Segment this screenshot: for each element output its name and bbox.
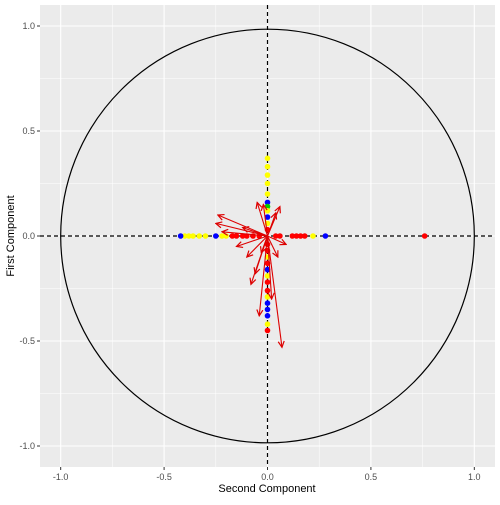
loading-arrow	[266, 213, 276, 237]
loading-arrow	[222, 232, 268, 237]
y-tick-label: -0.5	[19, 336, 35, 346]
data-point	[177, 233, 184, 239]
data-point	[264, 300, 271, 307]
arrows-layer	[216, 202, 286, 347]
data-point	[421, 233, 428, 239]
data-point	[293, 233, 300, 239]
data-point	[190, 233, 196, 239]
data-point	[181, 233, 188, 239]
loading-arrow	[263, 205, 269, 237]
data-point	[264, 172, 271, 178]
loading-arrow	[247, 235, 268, 257]
data-point	[322, 233, 329, 239]
data-point	[289, 233, 296, 239]
data-point	[196, 233, 203, 239]
x-tick-label: -0.5	[156, 472, 172, 482]
loading-arrow	[266, 235, 282, 347]
x-tick-label: -1.0	[53, 472, 69, 482]
data-point	[264, 294, 271, 300]
data-point	[264, 208, 271, 214]
data-point	[186, 233, 192, 239]
data-point	[229, 233, 236, 239]
y-axis-ticks: -1.0 -0.5 0.0 0.5 1.0	[19, 21, 40, 451]
loading-arrow	[257, 202, 269, 237]
data-point	[277, 233, 283, 239]
y-tick-label: -1.0	[19, 441, 35, 451]
data-point	[264, 313, 271, 319]
data-point	[202, 233, 209, 239]
data-point	[264, 279, 271, 286]
data-point	[264, 180, 271, 187]
x-tick-label: 0.5	[365, 472, 378, 482]
data-point	[219, 233, 225, 239]
loading-arrow	[267, 235, 278, 257]
data-point	[264, 321, 271, 328]
data-point	[264, 266, 271, 273]
y-tick-label: 0.0	[22, 231, 35, 241]
data-point	[310, 233, 316, 239]
data-point	[264, 163, 271, 170]
loading-arrow	[236, 235, 268, 247]
loading-arrow	[267, 235, 287, 244]
data-point	[264, 191, 271, 197]
x-axis-ticks: -1.0 -0.5 0.0 0.5 1.0	[53, 467, 481, 482]
x-tick-label: 1.0	[468, 472, 481, 482]
data-point	[264, 327, 271, 334]
data-point	[264, 155, 271, 162]
x-tick-label: 0.0	[261, 472, 274, 482]
y-tick-label: 0.5	[22, 126, 35, 136]
data-point	[239, 233, 246, 239]
y-tick-label: 1.0	[22, 21, 35, 31]
data-point	[297, 233, 304, 239]
data-point	[301, 233, 308, 239]
x-axis-label: Second Component	[218, 483, 315, 495]
data-point	[264, 287, 271, 294]
data-point	[264, 214, 271, 220]
data-point	[264, 306, 271, 313]
data-point	[272, 233, 279, 239]
loading-arrow	[261, 235, 269, 253]
data-point	[264, 273, 271, 279]
loading-arrow	[266, 235, 272, 299]
y-axis-label: First Component	[5, 195, 17, 276]
data-point	[212, 233, 219, 239]
loading-arrow	[218, 215, 268, 237]
loading-arrow	[243, 228, 268, 237]
data-point	[233, 233, 240, 239]
